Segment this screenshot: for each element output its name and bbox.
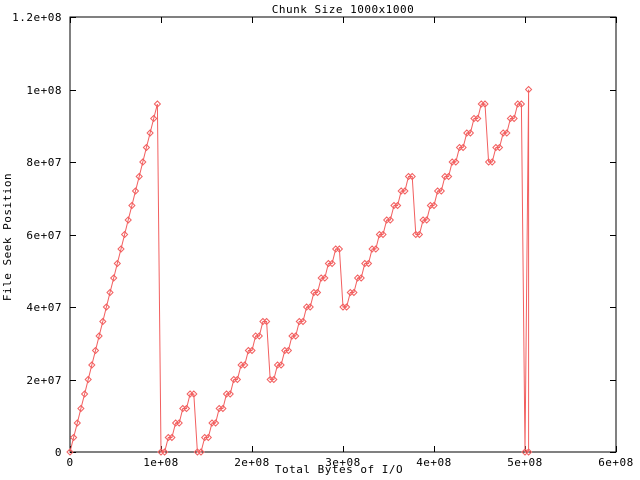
- x-tick-label: 2e+08: [234, 456, 270, 469]
- plot-border: [69, 16, 617, 453]
- series-line: [69, 89, 530, 453]
- y-tick-label: 6e+07: [26, 229, 62, 242]
- y-tick-label: 2e+07: [26, 374, 62, 387]
- series-layer: [66, 85, 533, 456]
- y-axis-label: File Seek Position: [1, 173, 14, 301]
- y-tick-label: 0: [55, 446, 62, 459]
- x-tick-label: 1e+08: [143, 456, 179, 469]
- data-point-markers: [66, 85, 533, 456]
- y-tick-label: 8e+07: [26, 156, 62, 169]
- labels: Chunk Size 1000x1000 Total Bytes of I/O …: [1, 3, 414, 476]
- y-tick-label: 1e+08: [26, 84, 62, 97]
- y-tick-label: 1.2e+08: [12, 11, 62, 24]
- chart-title: Chunk Size 1000x1000: [272, 3, 414, 16]
- x-tick-label: 5e+08: [507, 456, 543, 469]
- x-tick-label: 0: [66, 456, 73, 469]
- x-tick-label: 6e+08: [598, 456, 634, 469]
- axes: 0 1e+08 2e+08 3e+08 4e+08 5e+08 6e+08 0 2e+07 4e+…: [12, 11, 634, 469]
- x-axis-label: Total Bytes of I/O: [275, 463, 403, 476]
- y-tick-label: 4e+07: [26, 301, 62, 314]
- x-tick-label: 4e+08: [416, 456, 452, 469]
- x-tick-label: 3e+08: [325, 456, 361, 469]
